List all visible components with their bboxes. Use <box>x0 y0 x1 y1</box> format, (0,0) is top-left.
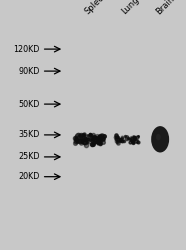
Ellipse shape <box>115 135 120 142</box>
Ellipse shape <box>134 136 137 141</box>
Text: 35KD: 35KD <box>18 130 40 140</box>
Ellipse shape <box>81 136 88 145</box>
Ellipse shape <box>156 134 161 140</box>
Ellipse shape <box>74 133 83 144</box>
Text: 120KD: 120KD <box>13 44 40 54</box>
Text: 20KD: 20KD <box>18 172 40 181</box>
Ellipse shape <box>98 135 102 142</box>
Text: 90KD: 90KD <box>18 66 40 76</box>
Ellipse shape <box>151 126 169 152</box>
Text: Spleen: Spleen <box>83 0 110 16</box>
Text: 25KD: 25KD <box>18 152 40 162</box>
Ellipse shape <box>87 133 94 142</box>
Ellipse shape <box>125 135 130 141</box>
Text: Lung: Lung <box>120 0 141 16</box>
Ellipse shape <box>94 136 100 144</box>
Text: Brain: Brain <box>154 0 176 16</box>
Ellipse shape <box>130 137 134 142</box>
Ellipse shape <box>120 137 124 143</box>
Text: 50KD: 50KD <box>18 100 40 108</box>
